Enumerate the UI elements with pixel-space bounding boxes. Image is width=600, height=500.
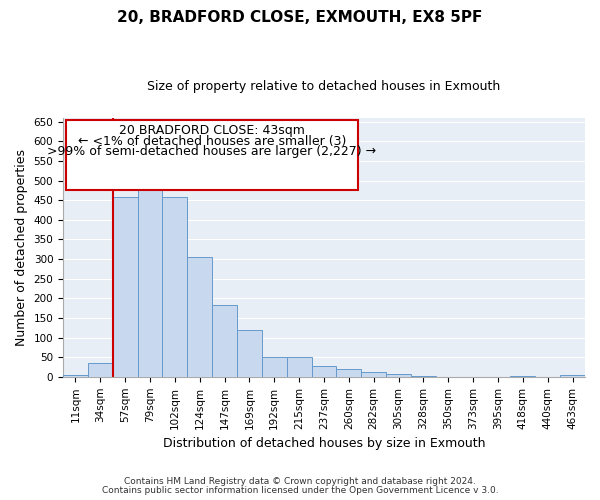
Bar	[63, 375, 88, 377]
Bar	[287, 357, 311, 377]
Text: Contains public sector information licensed under the Open Government Licence v : Contains public sector information licen…	[101, 486, 499, 495]
Bar	[212, 305, 237, 377]
Bar	[163, 197, 187, 377]
Text: >99% of semi-detached houses are larger (2,227) →: >99% of semi-detached houses are larger …	[47, 146, 376, 158]
Bar	[113, 197, 137, 377]
FancyBboxPatch shape	[65, 120, 358, 190]
Text: 20 BRADFORD CLOSE: 43sqm: 20 BRADFORD CLOSE: 43sqm	[119, 124, 305, 138]
Bar	[187, 257, 212, 377]
Bar	[560, 375, 585, 377]
Bar	[361, 372, 386, 377]
Title: Size of property relative to detached houses in Exmouth: Size of property relative to detached ho…	[148, 80, 500, 93]
Text: ← <1% of detached houses are smaller (3): ← <1% of detached houses are smaller (3)	[77, 134, 346, 147]
Bar	[311, 366, 337, 377]
Y-axis label: Number of detached properties: Number of detached properties	[15, 149, 28, 346]
Bar	[337, 369, 361, 377]
Bar	[262, 357, 287, 377]
Text: 20, BRADFORD CLOSE, EXMOUTH, EX8 5PF: 20, BRADFORD CLOSE, EXMOUTH, EX8 5PF	[118, 10, 482, 25]
Bar	[237, 330, 262, 377]
Bar	[88, 363, 113, 377]
Bar	[137, 174, 163, 377]
Bar	[411, 376, 436, 377]
Bar	[511, 376, 535, 377]
X-axis label: Distribution of detached houses by size in Exmouth: Distribution of detached houses by size …	[163, 437, 485, 450]
Bar	[386, 374, 411, 377]
Text: Contains HM Land Registry data © Crown copyright and database right 2024.: Contains HM Land Registry data © Crown c…	[124, 477, 476, 486]
